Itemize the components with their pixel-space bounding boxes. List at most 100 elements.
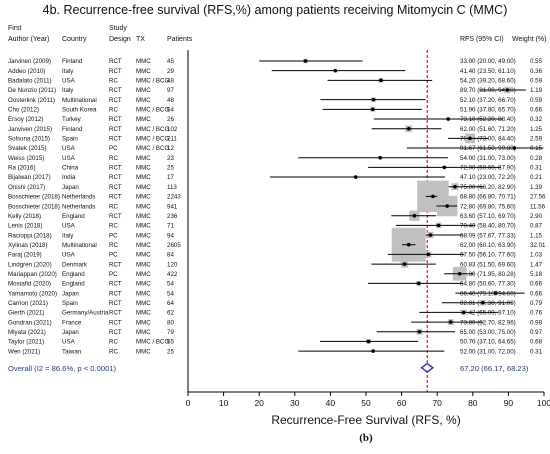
study-country: Japan xyxy=(62,184,79,191)
study-point xyxy=(461,310,466,315)
study-design: RC xyxy=(109,339,118,346)
study-author: Bosschieter (2018) xyxy=(8,203,60,210)
study-author: Janviven (2015) xyxy=(8,126,52,133)
study-row: Racioppi (2018) Italy PC MMC 94 68.09 (57.67,… xyxy=(8,232,543,239)
study-row: Carrion (2021) Spain RCT MMC 64 82.81 (71.30,… xyxy=(8,300,543,307)
study-weight: 2.90 xyxy=(530,213,543,220)
study-point xyxy=(428,233,433,237)
study-design: RCT xyxy=(109,310,122,317)
study-patients: 113 xyxy=(167,184,177,191)
study-country: Italy xyxy=(62,232,74,239)
study-rfs-ci: 60.83 (51.50, 69.60) xyxy=(460,261,516,268)
study-row: Yamamoto (2020) Japan RCT MMC 54 86.40 (75.10… xyxy=(8,290,543,297)
study-patients: 54 xyxy=(167,281,174,288)
study-design: RCT xyxy=(109,329,122,336)
study-country: USA xyxy=(62,252,76,259)
study-point xyxy=(378,155,383,160)
study-point xyxy=(468,136,472,141)
study-row: Jarvinen (2009) Finland RCT MMC 45 33.00 (20.… xyxy=(8,58,543,65)
study-point xyxy=(406,126,411,131)
study-author: Faraj (2019) xyxy=(8,252,42,259)
study-row: Lenis (2018) USA RC MMC 71 70.40 (58.40, 80.7… xyxy=(8,223,543,230)
study-author: Weiss (2015) xyxy=(8,155,44,162)
study-design: RC xyxy=(109,155,118,162)
study-patients: 80 xyxy=(167,319,174,326)
study-weight: 0.15 xyxy=(530,145,543,152)
study-design: RC xyxy=(109,107,118,114)
study-country: Turkey xyxy=(62,116,82,123)
study-country: South Korea xyxy=(62,107,97,114)
study-country: Italy xyxy=(62,68,74,75)
study-author: Kelly (2018) xyxy=(8,213,41,220)
study-row: Addeo (2010) Italy RCT MMC 29 41.40 (23.50, 6… xyxy=(8,68,543,75)
study-design: RCT xyxy=(109,194,122,201)
study-weight: 0.31 xyxy=(530,348,543,355)
study-point xyxy=(512,146,517,150)
study-rfs-ci: 50.70 (37.10, 64.65) xyxy=(460,339,516,346)
study-country: Spain xyxy=(62,300,78,307)
study-rfs-ci: 54.00 (31.00, 73.00) xyxy=(460,155,516,162)
figure-title: 4b. Recurrence-free survival (RFS,%) amo… xyxy=(42,3,508,17)
study-author: Onishi (2017) xyxy=(8,184,45,191)
study-point xyxy=(379,78,383,83)
study-country: France xyxy=(62,319,82,326)
study-design: RCT xyxy=(109,58,122,65)
study-author: Jarvinen (2009) xyxy=(8,58,51,65)
study-country: Spain xyxy=(62,136,78,143)
study-patients: 79 xyxy=(167,329,174,336)
study-country: Japan xyxy=(62,290,79,297)
study-point xyxy=(446,117,451,121)
study-author: Lindgren (2020) xyxy=(8,261,52,268)
study-country: USA xyxy=(62,339,76,346)
study-country: Multinational xyxy=(62,242,97,249)
study-rfs-ci: 73.80 (62.70, 82.96) xyxy=(460,319,516,326)
study-row: Ersoy (2012) Turkey RCT MMC 26 73.10 (52.20, … xyxy=(8,116,543,123)
study-point xyxy=(371,349,375,353)
study-point xyxy=(370,107,375,112)
study-country: USA xyxy=(62,223,76,230)
study-weight: 5.18 xyxy=(530,271,543,278)
study-treatment: MMC xyxy=(136,165,151,172)
study-row: Gierth (2021) Germany/Austria RCT MMC 62 77.4… xyxy=(8,310,543,317)
study-treatment: MMC / BCG xyxy=(136,126,170,133)
study-patients: 54 xyxy=(167,107,174,114)
study-row: Bosschieter (2018) Netherlands RC MMC 941 72.… xyxy=(8,203,546,210)
study-author: Racioppi (2018) xyxy=(8,232,52,239)
study-author: Addeo (2010) xyxy=(8,68,46,75)
study-country: England xyxy=(62,271,85,278)
study-weight: 1.19 xyxy=(530,87,543,94)
study-row: Ra (2016) China RCT MMC 25 72.00 (50.60, 87.9… xyxy=(8,165,543,172)
study-point xyxy=(412,213,417,218)
study-patients: 45 xyxy=(167,58,174,65)
study-point xyxy=(402,262,407,266)
study-rfs-ci: 68.09 (57.67, 77.33) xyxy=(460,232,516,239)
study-patients: 422 xyxy=(167,271,178,278)
study-rfs-ci: 41.40 (23.50, 61.10) xyxy=(460,68,516,75)
study-patients: 2243 xyxy=(167,194,181,201)
study-country: USA xyxy=(62,155,76,162)
study-weight: 0.97 xyxy=(530,329,543,336)
study-rfs-ci: 51.90 (37.80, 65.70) xyxy=(460,107,516,114)
study-row: Faraj (2019) USA PC MMC 84 67.50 (56.10, 77.6… xyxy=(8,252,543,259)
study-row: Mostafid (2020) England RCT MMC 54 64.80 (50.… xyxy=(8,281,543,288)
study-author: Ra (2016) xyxy=(8,165,36,172)
study-point xyxy=(416,281,421,286)
study-treatment: MMC xyxy=(136,319,151,326)
study-row: Mariappan (2020) England PC MMC 422 76.30 (71… xyxy=(8,271,543,278)
x-tick-label: 40 xyxy=(326,398,336,408)
study-treatment: MMC xyxy=(136,290,151,297)
study-design: RC xyxy=(109,348,118,355)
study-treatment: MMC xyxy=(136,329,151,336)
study-treatment: MMC xyxy=(136,174,151,181)
study-rfs-ci: 68.80 (66.80, 70.71) xyxy=(460,194,516,201)
study-design: RCT xyxy=(109,136,122,143)
study-weight: 0.66 xyxy=(530,281,543,288)
study-row: Bijalwan (2017) India RCT MMC 17 47.10 (23.00… xyxy=(8,174,543,181)
study-weight: 11.56 xyxy=(530,203,546,210)
study-patients: 29 xyxy=(167,68,174,75)
study-rfs-ci: 86.40 (75.10, 94.60) xyxy=(460,290,516,297)
study-treatment: MMC xyxy=(136,58,151,65)
study-patients: 2605 xyxy=(167,242,181,249)
